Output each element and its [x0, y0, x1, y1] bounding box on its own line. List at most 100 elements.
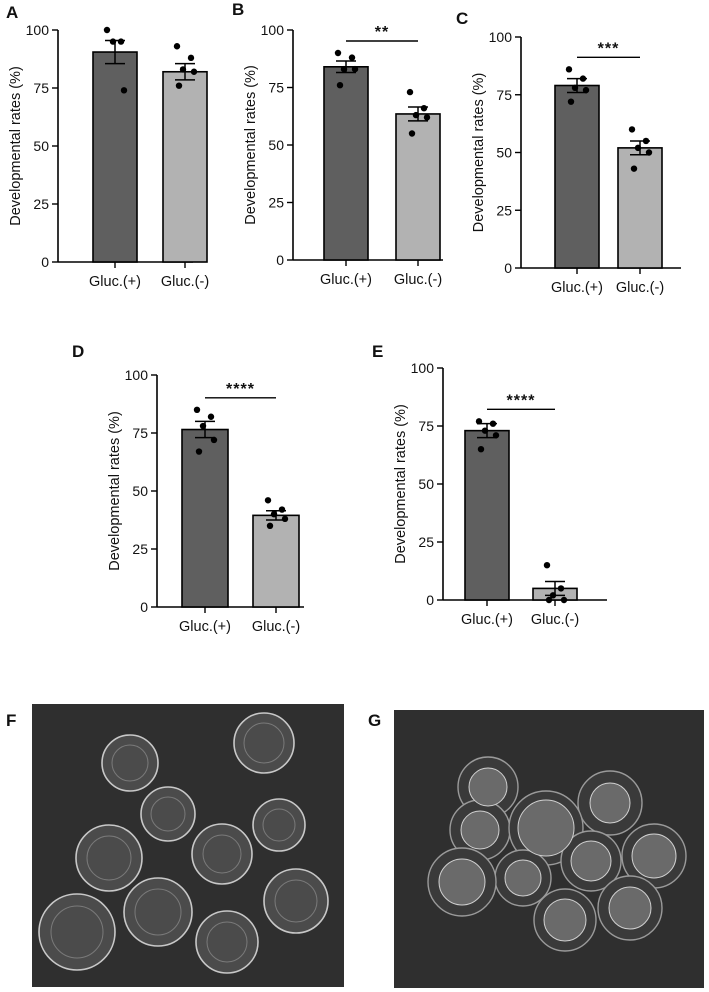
data-point	[120, 87, 128, 94]
data-point	[175, 82, 183, 89]
data-point	[571, 84, 579, 92]
bar-gluc-minus	[252, 514, 300, 608]
data-point	[549, 592, 557, 599]
y-axis-title: Developmental rates (%)	[393, 404, 409, 564]
data-point	[266, 522, 274, 529]
data-point	[117, 38, 125, 45]
significance-label: ****	[226, 381, 255, 398]
y-tick-label: 100	[489, 29, 513, 45]
data-point	[408, 130, 416, 137]
category-label: Gluc.(+)	[179, 619, 231, 635]
data-point	[642, 137, 650, 145]
y-tick-label: 50	[496, 145, 512, 161]
bar-gluc-minus	[162, 70, 208, 263]
category-label: Gluc.(+)	[461, 612, 513, 628]
bar-gluc-plus	[464, 429, 510, 601]
panel-letter: B	[232, 0, 244, 19]
data-point	[420, 105, 428, 112]
data-point	[567, 98, 575, 105]
y-axis-title: Developmental rates (%)	[243, 65, 259, 225]
data-point	[281, 515, 289, 523]
data-point	[545, 596, 553, 604]
panel-letter-f: F	[6, 711, 16, 730]
data-point	[193, 406, 201, 413]
category-label: Gluc.(+)	[320, 272, 372, 288]
data-point	[187, 54, 195, 62]
y-tick-label: 100	[26, 22, 50, 38]
y-tick-label: 25	[132, 541, 148, 557]
micrograph-panel-f: F	[6, 704, 344, 987]
bar-gluc-minus	[617, 147, 663, 269]
y-tick-label: 100	[411, 360, 435, 376]
data-point	[406, 88, 414, 96]
data-point	[423, 114, 431, 121]
data-point	[336, 82, 344, 89]
panel-letter: C	[456, 9, 468, 28]
chart-panel-c: C 0 25 50 75 100 Developmental rates (%) Gluc.(…	[456, 9, 681, 296]
y-tick-label: 75	[268, 80, 284, 96]
y-tick-label: 100	[125, 367, 149, 383]
y-tick-label: 25	[496, 202, 512, 218]
y-tick-label: 50	[268, 137, 284, 153]
data-point	[634, 144, 642, 152]
significance-label: **	[375, 24, 389, 41]
category-label: Gluc.(+)	[551, 280, 603, 296]
y-tick-label: 75	[132, 425, 148, 441]
data-point	[179, 66, 187, 73]
category-label: Gluc.(-)	[394, 272, 442, 288]
data-point	[103, 26, 111, 34]
panel-letter: A	[6, 3, 18, 22]
y-tick-label: 0	[41, 254, 49, 270]
data-point	[489, 420, 497, 427]
data-point	[264, 497, 272, 504]
embryo-cell-mass	[438, 767, 677, 942]
data-point	[565, 66, 573, 73]
data-point	[475, 418, 483, 425]
micrograph-panel-g: G	[368, 710, 704, 988]
panel-letter: D	[72, 342, 84, 361]
data-point	[348, 54, 356, 61]
panel-letter: E	[372, 342, 383, 361]
chart-panel-e: E 0 25 50 75 100 Developmental rates (%) Gluc.(…	[372, 342, 607, 628]
y-axis-title: Developmental rates (%)	[107, 411, 123, 571]
significance-label: ****	[507, 392, 536, 409]
data-point	[190, 68, 198, 75]
y-tick-label: 100	[261, 22, 285, 38]
y-tick-label: 50	[33, 138, 49, 154]
category-label: Gluc.(-)	[616, 280, 664, 296]
data-point	[195, 448, 203, 455]
y-tick-label: 75	[418, 418, 434, 434]
data-point	[630, 165, 638, 172]
data-point	[481, 427, 489, 434]
data-point	[582, 86, 590, 94]
data-point	[492, 432, 500, 439]
data-point	[210, 436, 218, 444]
chart-panel-a: A 0 25 50 75 100 Developmental rates (%) Gluc.(…	[6, 3, 209, 290]
category-label: Gluc.(-)	[161, 274, 209, 290]
category-label: Gluc.(-)	[252, 619, 300, 635]
data-point	[173, 43, 181, 50]
y-tick-label: 75	[33, 80, 49, 96]
category-label: Gluc.(+)	[89, 274, 141, 290]
y-tick-label: 0	[426, 592, 434, 608]
bar-gluc-plus	[181, 428, 229, 608]
data-point	[560, 596, 568, 604]
y-tick-label: 0	[504, 260, 512, 276]
bar-gluc-plus	[323, 66, 369, 261]
bar-gluc-plus	[92, 51, 138, 263]
chart-panel-d: D 0 25 50 75 100 Developmental rates (%) Gluc.(…	[72, 342, 304, 635]
y-tick-label: 25	[268, 195, 284, 211]
data-point	[543, 562, 551, 569]
data-point	[207, 413, 215, 420]
y-tick-label: 50	[418, 476, 434, 492]
y-tick-label: 0	[276, 252, 284, 268]
data-point	[645, 149, 653, 156]
data-point	[412, 111, 420, 119]
data-point	[334, 49, 342, 57]
data-point	[557, 585, 565, 592]
data-point	[477, 446, 485, 453]
data-point	[351, 65, 359, 73]
panel-letter-g: G	[368, 711, 381, 730]
data-point	[579, 75, 587, 82]
data-point	[278, 506, 286, 513]
